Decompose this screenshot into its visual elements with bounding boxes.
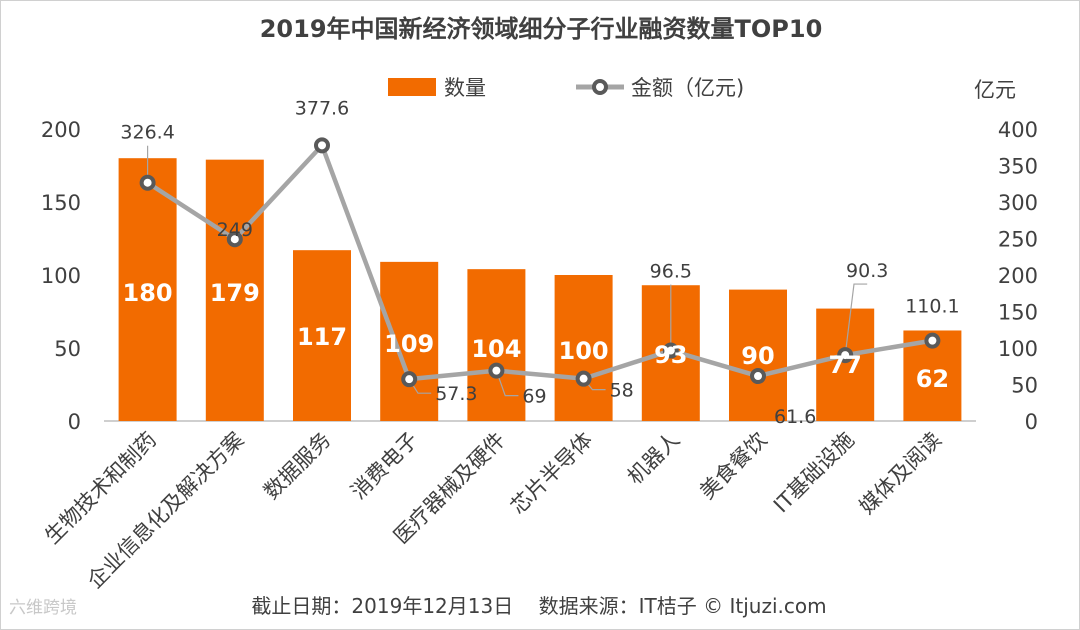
bar-count xyxy=(554,275,613,421)
amount-line-point xyxy=(575,370,592,387)
category-label: 芯片半导体 xyxy=(506,428,597,519)
line-value-label: 249 xyxy=(217,219,253,241)
right-axis-tick-label: 400 xyxy=(998,118,1038,142)
amount-line-point xyxy=(662,342,679,359)
legend-line-marker xyxy=(592,79,608,95)
line-value-label: 377.6 xyxy=(295,97,349,119)
right-axis-unit: 亿元 xyxy=(974,78,1016,102)
amount-line-point xyxy=(401,371,418,388)
left-axis-tick-label: 100 xyxy=(41,264,81,288)
bar-count xyxy=(205,159,264,421)
leader-line xyxy=(495,370,519,397)
chart-title: 2019年中国新经济领域细分子行业融资数量TOP10 xyxy=(260,15,823,43)
category-label: 数据服务 xyxy=(259,428,335,504)
line-value-label: 110.1 xyxy=(905,296,959,318)
left-axis-tick-label: 150 xyxy=(41,191,81,215)
bar-value-label: 77 xyxy=(828,351,861,379)
left-axis-tick-label: 0 xyxy=(68,410,81,434)
line-value-label: 69 xyxy=(522,386,546,408)
right-axis-tick-label: 100 xyxy=(998,337,1038,361)
right-axis-tick-label: 0 xyxy=(1025,410,1038,434)
bar-value-label: 100 xyxy=(559,337,609,365)
bar-value-label: 179 xyxy=(210,279,260,307)
bar-count xyxy=(729,289,787,421)
bar-count xyxy=(816,308,875,421)
category-label: 消费电子 xyxy=(346,428,422,504)
amount-line-point xyxy=(226,231,243,248)
amount-line-point xyxy=(924,332,941,349)
category-label: 媒体及阅读 xyxy=(855,428,946,519)
category-label: IT基础设施 xyxy=(769,428,859,518)
footer-source: 截止日期：2019年12月13日 数据来源：IT桔子 © Itjuzi.com xyxy=(251,594,826,618)
amount-line xyxy=(139,137,941,388)
bar-value-label: 93 xyxy=(654,341,687,369)
data-labels: 180 179 117 109 104 100 93 90 77 62 326.4 249 377.6 5… xyxy=(120,97,959,428)
bar-value-label: 117 xyxy=(297,323,347,351)
legend-bar-swatch xyxy=(388,78,436,96)
line-value-label: 96.5 xyxy=(650,261,692,283)
right-axis-tick-label: 50 xyxy=(1011,374,1038,398)
bar-count xyxy=(118,158,177,421)
axes: 0 50 100 150 200 0 50 100 150 200 250 300 350 400 xyxy=(41,118,1038,434)
bar-value-label: 62 xyxy=(916,365,949,393)
category-label: 企业信息化及解决方案 xyxy=(83,428,248,593)
category-label: 机器人 xyxy=(623,428,685,490)
right-axis-tick-label: 200 xyxy=(998,264,1038,288)
legend-line-label: 金额（亿元) xyxy=(631,76,744,100)
bar-count xyxy=(293,250,351,421)
bar-value-label: 109 xyxy=(384,330,434,358)
amount-line-point xyxy=(837,347,854,364)
line-value-label: 57.3 xyxy=(435,383,477,405)
bar-value-label: 180 xyxy=(123,279,173,307)
category-label: 美食餐饮 xyxy=(695,428,771,504)
line-value-label: 61.6 xyxy=(774,406,816,428)
left-axis-tick-label: 200 xyxy=(41,118,81,142)
legend: 数量 金额（亿元) xyxy=(388,76,744,100)
amount-line-point xyxy=(314,137,330,154)
leader-line xyxy=(844,283,868,356)
legend-bar-label: 数量 xyxy=(444,76,486,100)
line-value-label: 58 xyxy=(610,380,634,402)
watermark: 六维跨境 xyxy=(9,598,77,618)
right-axis-tick-label: 300 xyxy=(998,191,1038,215)
bar-value-label: 104 xyxy=(471,335,521,363)
bar-count xyxy=(380,261,439,421)
line-value-label: 90.3 xyxy=(846,260,888,282)
right-axis-tick-label: 250 xyxy=(998,228,1038,252)
amount-line-point xyxy=(139,174,156,191)
amount-line-point xyxy=(750,368,766,385)
right-axis-tick-label: 350 xyxy=(998,155,1038,179)
right-axis-tick-label: 150 xyxy=(998,301,1038,325)
bar-value-label: 90 xyxy=(741,342,774,370)
line-value-label: 326.4 xyxy=(120,122,174,144)
amount-line-path xyxy=(146,143,933,382)
amount-line-point xyxy=(488,362,505,379)
left-axis-tick-label: 50 xyxy=(54,337,81,361)
